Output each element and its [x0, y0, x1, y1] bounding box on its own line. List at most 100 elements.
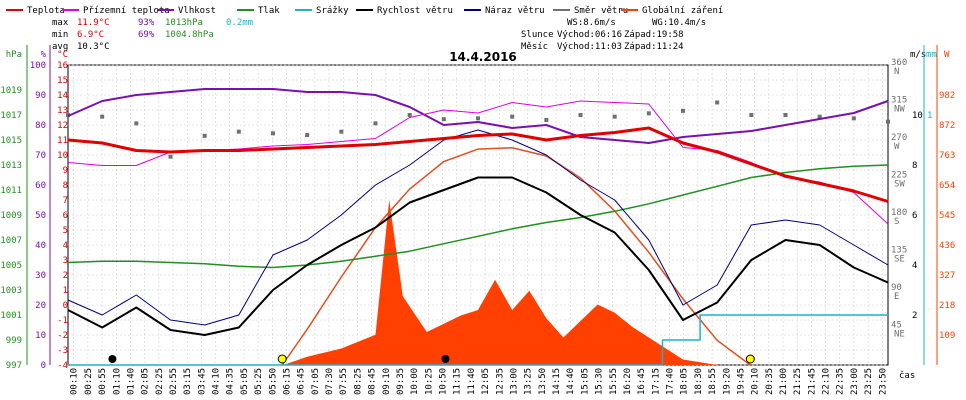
- temp-axis-tick: -4: [57, 361, 68, 371]
- sun-rise: Východ:06:16: [557, 30, 622, 40]
- radiation-tick: 327: [939, 271, 955, 281]
- x-tick-label: 06:45: [297, 368, 307, 395]
- hpa-axis-tick: 1019: [0, 86, 22, 96]
- x-tick-label: 23:00: [850, 368, 860, 395]
- temp-axis-tick: 10: [57, 151, 68, 161]
- wind-direction-point: [749, 113, 754, 117]
- x-tick-label: 14:15: [552, 368, 562, 395]
- radiation-tick: 982: [939, 91, 955, 101]
- wind-direction-point: [271, 131, 275, 136]
- legend-label: Tlak: [258, 6, 280, 16]
- wind-direction-point: [100, 114, 105, 119]
- ws-value: WS:8.6m/s: [567, 18, 616, 28]
- humidity-axis-tick: 40: [35, 241, 46, 251]
- wind-direction-point: [476, 116, 480, 121]
- avg-label: avg: [52, 42, 68, 52]
- min-temp: 6.9°C: [77, 30, 104, 40]
- temp-axis-tick: -3: [57, 346, 68, 356]
- legend-label: Teplota: [27, 6, 65, 16]
- x-tick-label: 18:05: [680, 368, 690, 395]
- direction-label: W: [894, 142, 900, 152]
- x-tick-label: 03:15: [183, 368, 193, 395]
- x-tick-label: 10:00: [410, 368, 420, 395]
- hpa-axis-tick: 999: [6, 336, 22, 346]
- moon-marker: [108, 355, 117, 363]
- x-tick-label: 18:55: [708, 368, 718, 395]
- humidity-axis-tick: 100: [30, 61, 46, 71]
- wind-speed-line: [67, 176, 889, 336]
- humidity-axis-tick: 80: [35, 121, 46, 131]
- x-tick-label: 11:40: [467, 368, 477, 395]
- radiation-tick: 872: [939, 121, 955, 131]
- radiation-tick: 763: [939, 151, 955, 161]
- wind-speed-unit: m/s: [910, 50, 926, 60]
- humidity-axis-tick: 0: [41, 361, 46, 371]
- x-tick-label: 20:10: [751, 368, 761, 395]
- temp-axis-tick: 5: [63, 226, 68, 236]
- wind-speed-tick: 2: [912, 311, 917, 321]
- legend-label: Globální záření: [642, 6, 723, 16]
- x-tick-label: 15:30: [595, 368, 605, 395]
- direction-label: E: [894, 292, 899, 302]
- wind-gust-line: [67, 129, 889, 326]
- x-tick-label: 12:35: [495, 368, 505, 395]
- direction-label: N: [894, 67, 899, 77]
- rain-unit: mm: [926, 50, 937, 60]
- direction-tick: 270: [891, 133, 907, 143]
- moon-rise: Východ:11:03: [557, 42, 622, 52]
- wind-direction-point: [612, 114, 617, 119]
- wind-direction-point: [236, 129, 241, 134]
- legend: Teplota Přízemní teplota Vlhkost Tlak Srážky…: [6, 6, 723, 16]
- x-tick-label: 09:35: [396, 368, 406, 395]
- x-tick-label: 23:25: [864, 368, 874, 395]
- hpa-axis-tick: 997: [6, 361, 22, 371]
- x-tick-label: 10:25: [424, 368, 434, 395]
- direction-label: S: [894, 217, 899, 227]
- max-press: 1013hPa: [165, 18, 203, 28]
- wind-direction-point: [373, 121, 378, 126]
- x-tick-label: 00:55: [98, 368, 108, 395]
- x-tick-label: 01:40: [126, 368, 136, 395]
- x-tick-label: 03:45: [197, 368, 207, 395]
- rain-tick: 1: [927, 111, 932, 121]
- legend-label: Přízemní teplota: [83, 6, 170, 16]
- temp-axis-tick: -1: [57, 316, 68, 326]
- temp-axis-tick: 8: [63, 181, 68, 191]
- temp-axis-tick: 4: [63, 241, 68, 251]
- x-tick-label: 02:25: [155, 368, 165, 395]
- temp-axis-tick: 2: [63, 271, 68, 281]
- rain-line: [68, 314, 888, 366]
- legend-label: Náraz větru: [485, 6, 545, 16]
- x-tick-label: 06:15: [282, 368, 292, 395]
- wind-speed-tick: 10: [912, 111, 923, 121]
- wind-direction-point: [578, 113, 583, 117]
- x-tick-label: 07:30: [325, 368, 335, 395]
- x-tick-label: 17:40: [666, 368, 676, 395]
- temperature-line: [67, 126, 889, 203]
- direction-tick: 225: [891, 171, 907, 181]
- hpa-axis-tick: 1009: [0, 211, 22, 221]
- x-tick-label: 04:35: [226, 368, 236, 395]
- sun-marker: [745, 354, 755, 364]
- humidity-axis-tick: 60: [35, 181, 46, 191]
- temp-axis-tick: 9: [63, 166, 68, 176]
- temp-axis-tick: 13: [57, 106, 68, 116]
- hpa-axis-tick: 1015: [0, 136, 22, 146]
- wind-speed-tick: 8: [912, 161, 917, 171]
- temp-axis-tick: 0: [63, 301, 68, 311]
- temp-axis-unit: °C: [57, 50, 68, 60]
- hpa-axis-tick: 1017: [0, 111, 22, 121]
- x-tick-label: 21:45: [807, 368, 817, 395]
- x-tick-label: 16:45: [637, 368, 647, 395]
- stats-panel: max 11.9°C 93% 1013hPa 0.2mm min 6.9°C 6…: [52, 18, 706, 52]
- temp-axis-tick: 12: [57, 121, 68, 131]
- direction-tick: 135: [891, 246, 907, 256]
- min-press: 1004.8hPa: [165, 30, 214, 40]
- wind-direction-point: [305, 133, 310, 137]
- temp-axis-tick: 3: [63, 256, 68, 266]
- x-tick-label: 02:05: [141, 368, 151, 395]
- hpa-axis-unit: hPa: [6, 50, 22, 60]
- humidity-axis-unit: %: [41, 50, 47, 60]
- wind-speed-tick: 4: [912, 261, 917, 271]
- direction-label: NE: [894, 330, 905, 340]
